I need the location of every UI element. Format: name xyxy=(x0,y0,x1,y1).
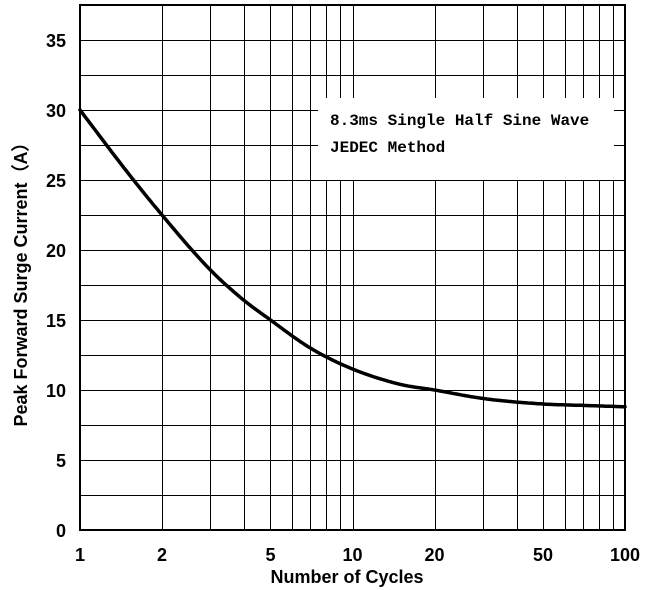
x-tick-label: 1 xyxy=(75,545,85,565)
x-tick-label: 20 xyxy=(425,545,445,565)
y-tick-label: 10 xyxy=(46,381,66,401)
y-tick-label: 35 xyxy=(46,31,66,51)
grid xyxy=(80,5,625,530)
x-axis-label: Number of Cycles xyxy=(270,567,423,587)
annotation-box: 8.3ms Single Half Sine Wave JEDEC Method xyxy=(318,98,614,180)
y-tick-label: 5 xyxy=(56,451,66,471)
x-tick-labels: 1 2 5 10 20 50 100 xyxy=(75,545,640,565)
annotation-line-1: 8.3ms Single Half Sine Wave xyxy=(330,112,589,130)
y-tick-label: 25 xyxy=(46,171,66,191)
plot-frame xyxy=(79,4,626,531)
y-tick-label: 20 xyxy=(46,241,66,261)
x-tick-label: 50 xyxy=(533,545,553,565)
x-tick-label: 5 xyxy=(265,545,275,565)
surge-current-curve xyxy=(78,108,627,409)
y-tick-label: 30 xyxy=(46,101,66,121)
x-tick-label: 100 xyxy=(610,545,640,565)
annotation-line-2: JEDEC Method xyxy=(330,139,445,157)
x-tick-label: 10 xyxy=(342,545,362,565)
y-axis-label: Peak Forward Surge Current（A） xyxy=(11,133,31,426)
y-tick-label: 15 xyxy=(46,311,66,331)
y-tick-label: 0 xyxy=(56,521,66,541)
y-tick-labels: 0 5 10 15 20 25 30 35 xyxy=(46,31,66,541)
x-tick-label: 2 xyxy=(157,545,167,565)
